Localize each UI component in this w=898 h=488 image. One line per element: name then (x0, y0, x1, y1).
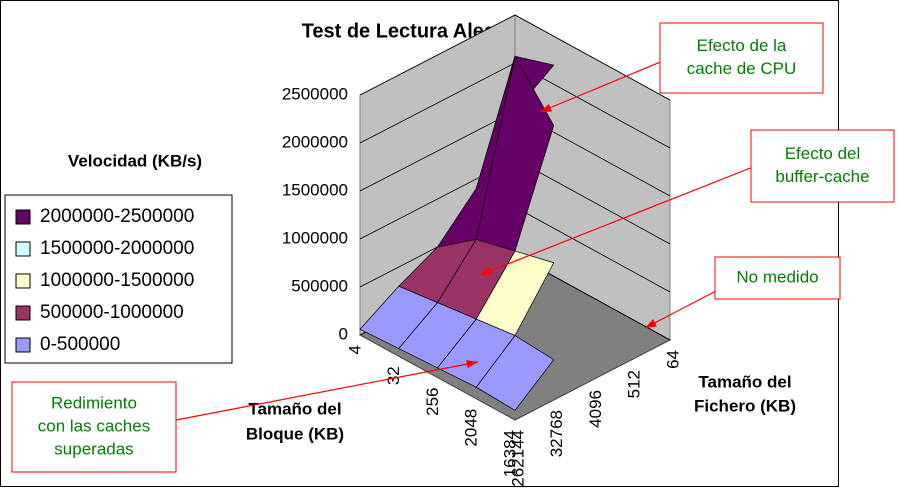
annotation-arrow (479, 164, 759, 276)
annotation-text: superadas (54, 439, 133, 458)
annotation-box (659, 22, 824, 94)
annotation-text: Efecto de la (697, 36, 787, 55)
y-tick-label: 64 (663, 350, 682, 369)
y-axis-label: Fichero (KB) (694, 396, 796, 415)
y-tick-label: 32768 (547, 410, 566, 457)
annotation-text: Redimiento (51, 393, 137, 412)
annotation-text: Efecto del (785, 144, 861, 163)
annotation-arrow (644, 289, 719, 329)
annotation-arrow (175, 361, 479, 421)
legend-label: 2000000-2500000 (40, 206, 194, 227)
surface-cell (475, 335, 555, 411)
y-tick-label: 4096 (586, 390, 605, 428)
legend-label: 1000000-1500000 (40, 270, 194, 291)
annotation-text: cache de CPU (687, 59, 797, 78)
legend-swatch (15, 305, 31, 321)
legend-swatch (15, 273, 31, 289)
x-axis-label: Tamaño del (248, 399, 341, 418)
x-axis-label: Bloque (KB) (246, 424, 344, 443)
z-tick-label: 0 (339, 324, 348, 343)
z-tick-label: 1000000 (282, 228, 348, 247)
legend-swatch (15, 209, 31, 225)
x-tick-label: 2048 (462, 409, 481, 447)
z-axis-label: Velocidad (KB/s) (68, 151, 202, 170)
grid-line (359, 14, 671, 101)
legend-swatch (15, 241, 31, 257)
annotation-text: No medido (736, 267, 818, 286)
y-tick-label: 262144 (508, 430, 527, 487)
z-tick-label: 500000 (291, 276, 348, 295)
arrow-head (540, 103, 552, 112)
z-tick-label: 1500000 (282, 180, 348, 199)
x-tick-label: 256 (423, 388, 442, 416)
x-tick-label: 4 (345, 345, 364, 354)
y-tick-label: 512 (625, 370, 644, 398)
annotation-box (750, 129, 895, 203)
legend-label: 1500000-2000000 (40, 238, 194, 259)
z-tick-label: 2500000 (282, 84, 348, 103)
annotation-box (714, 256, 841, 300)
arrow-head (645, 319, 657, 328)
annotation-box (11, 381, 177, 473)
legend-label: 500000-1000000 (40, 302, 184, 323)
annotation-text: buffer-cache (775, 167, 869, 186)
x-tick-label: 32 (384, 366, 403, 385)
y-axis-label: Tamaño del (698, 372, 791, 391)
z-tick-label: 2000000 (282, 132, 348, 151)
arrow-head (466, 360, 478, 369)
x-tick-label: 16384 (500, 430, 519, 477)
legend (4, 194, 233, 364)
annotation-text: con las caches (38, 416, 150, 435)
legend-label: 0-500000 (40, 334, 120, 355)
annotation-arrow (539, 57, 671, 113)
arrow-head (480, 267, 492, 275)
legend-swatch (15, 337, 31, 353)
